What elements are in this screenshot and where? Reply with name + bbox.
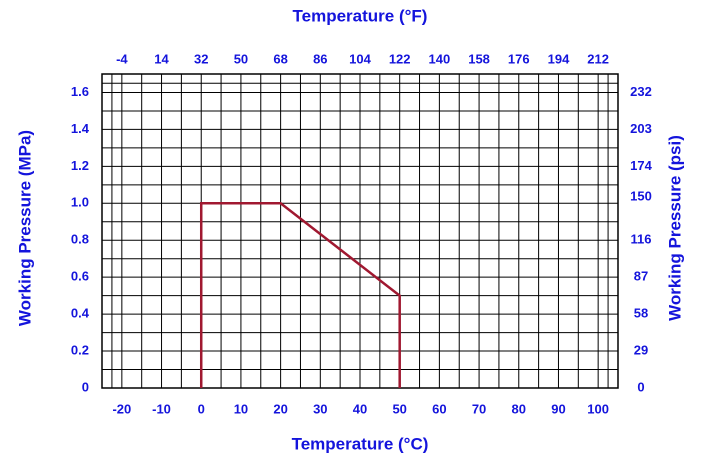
y2-tick-label: 29 xyxy=(634,342,648,357)
x2-tick-label: 176 xyxy=(508,51,530,66)
x2-tick-label: 68 xyxy=(273,51,287,66)
x2-tick-label: 104 xyxy=(349,51,371,66)
x2-title: Temperature (°F) xyxy=(293,6,428,25)
x-tick-label: 70 xyxy=(472,401,486,416)
x-tick-label: 10 xyxy=(234,401,248,416)
y2-tick-label: 87 xyxy=(634,269,648,284)
x-tick-label: 40 xyxy=(353,401,367,416)
y-tick-label: 0 xyxy=(82,379,89,394)
x-title: Temperature (°C) xyxy=(292,434,429,453)
y-tick-label: 1.6 xyxy=(71,84,89,99)
y2-title: Working Pressure (psi) xyxy=(665,135,684,321)
x-tick-label: 60 xyxy=(432,401,446,416)
x-tick-label: 50 xyxy=(392,401,406,416)
x2-tick-label: 32 xyxy=(194,51,208,66)
y-tick-label: 1.2 xyxy=(71,158,89,173)
x2-tick-label: 212 xyxy=(587,51,609,66)
y-tick-label: 1.0 xyxy=(71,195,89,210)
y-tick-label: 0.6 xyxy=(71,269,89,284)
x2-tick-label: 86 xyxy=(313,51,327,66)
y2-tick-label: 203 xyxy=(630,121,652,136)
y2-tick-label: 116 xyxy=(631,232,652,247)
series-line xyxy=(199,202,401,388)
x-tick-label: -10 xyxy=(152,401,171,416)
y2-tick-label: 150 xyxy=(630,188,652,203)
y-tick-label: 0.8 xyxy=(71,232,89,247)
x2-tick-label: 140 xyxy=(429,51,451,66)
x-tick-label: 20 xyxy=(273,401,287,416)
x2-tick-label: 14 xyxy=(154,51,169,66)
x-tick-label: 80 xyxy=(512,401,526,416)
x2-tick-label: 194 xyxy=(548,51,570,66)
x-tick-label: 0 xyxy=(198,401,205,416)
y2-tick-label: 0 xyxy=(637,379,644,394)
x-tick-label: 100 xyxy=(587,401,609,416)
y2-tick-label: 232 xyxy=(630,84,652,99)
x2-tick-label: -4 xyxy=(116,51,128,66)
x-tick-label: 30 xyxy=(313,401,327,416)
x2-tick-label: 50 xyxy=(234,51,248,66)
y-tick-label: 0.4 xyxy=(71,306,90,321)
y2-tick-label: 58 xyxy=(634,306,648,321)
x-tick-label: 90 xyxy=(551,401,565,416)
y2-tick-label: 174 xyxy=(630,158,652,173)
x2-tick-label: 158 xyxy=(468,51,490,66)
x2-tick-label: 122 xyxy=(389,51,411,66)
y-title: Working Pressure (MPa) xyxy=(15,130,34,326)
y-tick-label: 0.2 xyxy=(71,342,89,357)
y-tick-label: 1.4 xyxy=(71,121,90,136)
x-tick-label: -20 xyxy=(112,401,131,416)
